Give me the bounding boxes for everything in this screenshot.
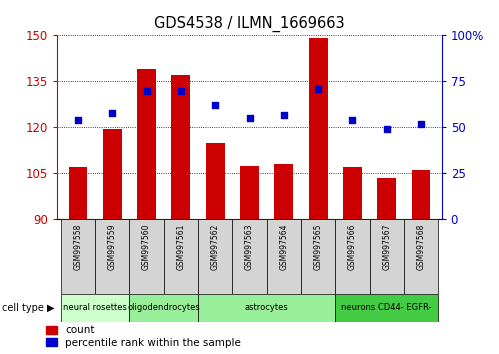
Bar xyxy=(335,294,438,322)
Point xyxy=(74,117,82,123)
Bar xyxy=(198,219,233,294)
Text: oligodendrocytes: oligodendrocytes xyxy=(127,303,200,313)
Text: neurons CD44- EGFR-: neurons CD44- EGFR- xyxy=(341,303,432,313)
Bar xyxy=(206,143,225,219)
Text: GSM997566: GSM997566 xyxy=(348,223,357,270)
Point xyxy=(108,110,116,115)
Bar xyxy=(68,167,87,219)
Text: GDS4538 / ILMN_1669663: GDS4538 / ILMN_1669663 xyxy=(154,16,345,32)
Bar xyxy=(377,178,396,219)
Bar xyxy=(240,166,259,219)
Bar xyxy=(335,219,370,294)
Text: GSM997558: GSM997558 xyxy=(73,223,82,270)
Text: GSM997562: GSM997562 xyxy=(211,223,220,270)
Bar xyxy=(61,294,129,322)
Bar xyxy=(164,219,198,294)
Point xyxy=(177,88,185,93)
Text: GSM997560: GSM997560 xyxy=(142,223,151,270)
Point xyxy=(314,86,322,92)
Bar xyxy=(301,219,335,294)
Text: GSM997565: GSM997565 xyxy=(313,223,323,270)
Point xyxy=(246,115,253,121)
Text: cell type ▶: cell type ▶ xyxy=(2,303,55,313)
Bar xyxy=(103,129,122,219)
Bar xyxy=(404,219,438,294)
Point xyxy=(280,112,288,118)
Text: GSM997564: GSM997564 xyxy=(279,223,288,270)
Text: neural rosettes: neural rosettes xyxy=(63,303,127,313)
Bar xyxy=(233,219,266,294)
Bar xyxy=(266,219,301,294)
Bar xyxy=(129,294,198,322)
Text: GSM997559: GSM997559 xyxy=(108,223,117,270)
Bar xyxy=(95,219,129,294)
Text: GSM997567: GSM997567 xyxy=(382,223,391,270)
Bar xyxy=(137,69,156,219)
Bar xyxy=(129,219,164,294)
Point xyxy=(348,117,356,123)
Point xyxy=(383,126,391,132)
Point xyxy=(143,88,151,93)
Text: GSM997561: GSM997561 xyxy=(176,223,186,270)
Legend: count, percentile rank within the sample: count, percentile rank within the sample xyxy=(45,324,242,349)
Bar xyxy=(61,219,95,294)
Bar xyxy=(412,170,431,219)
Bar xyxy=(343,167,362,219)
Text: GSM997563: GSM997563 xyxy=(245,223,254,270)
Point xyxy=(417,121,425,127)
Point xyxy=(211,103,219,108)
Bar xyxy=(198,294,335,322)
Bar xyxy=(370,219,404,294)
Bar xyxy=(274,164,293,219)
Text: GSM997568: GSM997568 xyxy=(417,223,426,270)
Bar xyxy=(309,39,327,219)
Text: astrocytes: astrocytes xyxy=(245,303,288,313)
Bar xyxy=(172,75,190,219)
